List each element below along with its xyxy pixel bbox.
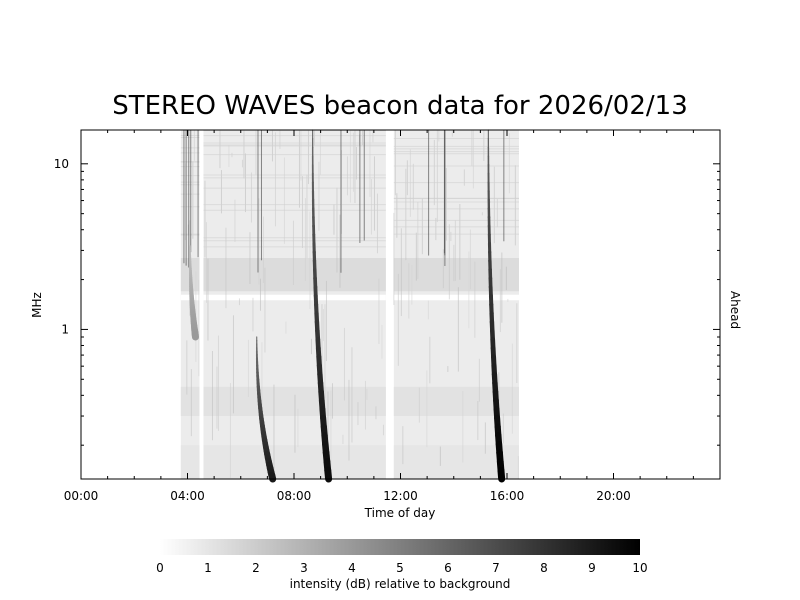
colorbar-ticks: 0 1 2 3 4 5 6 7 8 9 10: [156, 561, 647, 575]
colorbar-tick-label: 2: [252, 561, 260, 575]
y-axis-label: MHz: [30, 292, 44, 318]
frequency-band: [393, 294, 519, 301]
colorbar-label: intensity (dB) relative to background: [290, 577, 511, 591]
radio-burst-0: [255, 336, 277, 483]
colorbar-tick-label: 0: [156, 561, 164, 575]
y-tick-label: 10: [54, 157, 69, 171]
x-tick-label: 12:00: [383, 489, 418, 503]
frequency-band: [393, 257, 519, 292]
colorbar: [160, 539, 640, 555]
y-axis: 1 10: [54, 157, 720, 446]
plot-area: [80, 129, 721, 483]
colorbar-tick-label: 1: [204, 561, 212, 575]
burst-segment: [324, 466, 333, 483]
coverage-block-2: [393, 130, 519, 479]
x-tick-label: 00:00: [64, 489, 99, 503]
burst-layer: [189, 129, 506, 483]
x-tick-label: 20:00: [596, 489, 631, 503]
y-tick-label: 1: [61, 322, 69, 336]
frequency-band: [393, 386, 519, 417]
colorbar-tick-label: 6: [444, 561, 452, 575]
x-axis: 00:00 04:00 08:00 12:00 16:00 20:00: [64, 130, 721, 503]
colorbar-tick-label: 7: [492, 561, 500, 575]
burst-segment: [268, 471, 277, 483]
radio-burst-3: [189, 245, 199, 341]
frequency-band: [180, 386, 200, 417]
coverage-block-1: [203, 129, 386, 479]
colorbar-tick-label: 3: [300, 561, 308, 575]
radio-burst-2: [487, 129, 506, 483]
chart-title: STEREO WAVES beacon data for 2026/02/13: [112, 91, 688, 121]
colorbar-tick-label: 5: [396, 561, 404, 575]
frequency-band: [180, 445, 200, 479]
frequency-band: [203, 294, 386, 301]
radio-burst-1: [311, 129, 333, 483]
colorbar-tick-label: 10: [632, 561, 647, 575]
frequency-band: [203, 257, 386, 292]
colorbar-tick-label: 8: [540, 561, 548, 575]
burst-segment: [497, 466, 506, 483]
data-coverage-layer: [180, 129, 519, 479]
colorbar-tick-label: 9: [588, 561, 596, 575]
x-tick-label: 16:00: [490, 489, 525, 503]
colorbar-tick-label: 4: [348, 561, 356, 575]
spacecraft-label: Ahead: [728, 291, 742, 329]
x-tick-label: 04:00: [170, 489, 205, 503]
x-tick-label: 08:00: [277, 489, 312, 503]
x-axis-label: Time of day: [364, 506, 436, 520]
